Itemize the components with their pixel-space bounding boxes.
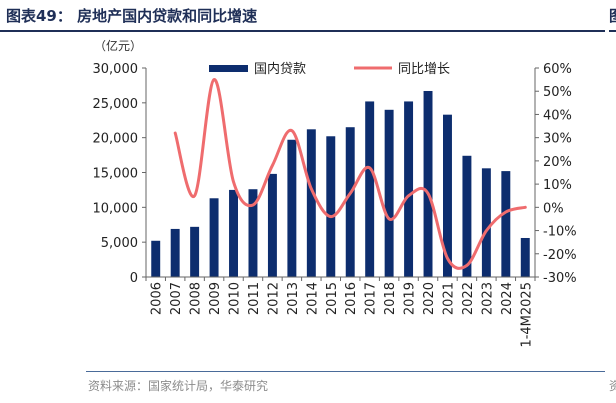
x-axis-tick-label: 2024 [500, 282, 515, 315]
right-axis-tick-label: 50% [543, 85, 572, 100]
bar [482, 168, 491, 277]
x-axis-tick-label: 2007 [169, 282, 184, 315]
right-axis-tick-label: 40% [543, 108, 572, 123]
x-axis-tick-label: 2010 [228, 282, 243, 315]
right-axis-tick-label: 0% [543, 201, 564, 216]
legend: 国内贷款 同比增长 [209, 61, 450, 77]
bar [462, 156, 471, 277]
x-axis-tick-label: 2022 [461, 282, 476, 315]
bar [326, 136, 335, 277]
bar [287, 140, 296, 277]
x-axis-tick-label: 2018 [383, 282, 398, 315]
x-axis-tick-label: 2014 [305, 282, 320, 315]
x-axis-tick-label: 2011 [247, 282, 262, 315]
left-axis-unit-label: （亿元） [94, 38, 142, 53]
x-axis-tick-label: 2020 [422, 282, 437, 315]
bar [424, 91, 433, 277]
bar [521, 238, 530, 277]
right-axis-tick-label: 20% [543, 155, 572, 170]
right-axis: -30% -20% -10% 0% 10% 20% 30% 40% 50% 60% [535, 62, 577, 286]
right-axis-tick-label: -30% [543, 271, 577, 286]
source-note: 资料来源：国家统计局，华泰研究 [88, 377, 268, 394]
bar [268, 174, 277, 277]
left-axis-tick-label: 5,000 [101, 236, 138, 251]
x-axis-tick-label: 2021 [441, 282, 456, 315]
right-axis-tick-label: 60% [543, 62, 572, 77]
bar [229, 190, 238, 277]
left-axis-tick-label: 25,000 [93, 97, 139, 112]
x-axis: 2006 2007 2008 2009 2010 2011 2012 2013 2014 2015… [146, 277, 535, 348]
left-axis-tick-label: 15,000 [93, 167, 139, 182]
bar [171, 229, 180, 277]
left-axis-tick-label: 20,000 [93, 132, 139, 147]
x-axis-tick-label: 2013 [286, 282, 301, 315]
x-axis-tick-label: 2017 [364, 282, 379, 315]
bar-series [151, 91, 529, 277]
x-axis-tick-label: 2012 [266, 282, 281, 315]
x-axis-tick-label: 2019 [403, 282, 418, 315]
bar [385, 110, 394, 277]
x-axis-tick-label: 1-4M2025 [519, 282, 534, 348]
bar [365, 101, 374, 277]
bar [307, 129, 316, 277]
bar [210, 198, 219, 277]
x-axis-tick-label: 2015 [325, 282, 340, 315]
bar [346, 127, 355, 277]
left-axis: 0 5,000 10,000 15,000 20,000 25,000 30,000 [93, 62, 147, 286]
footer-divider [86, 371, 605, 372]
bar [151, 241, 160, 277]
x-axis-tick-label: 2023 [480, 282, 495, 315]
neighbor-source-fragment: 资 [609, 377, 616, 393]
right-axis-tick-label: 30% [543, 132, 572, 147]
right-axis-tick-label: -20% [543, 248, 577, 263]
bar [501, 171, 510, 277]
right-axis-tick-label: -10% [543, 225, 577, 240]
left-axis-tick-label: 0 [130, 271, 138, 286]
left-axis-tick-label: 10,000 [93, 201, 139, 216]
x-axis-tick-label: 2016 [344, 282, 359, 315]
right-axis-tick-label: 10% [543, 178, 572, 193]
left-axis-tick-label: 30,000 [93, 62, 139, 77]
bar [404, 101, 413, 277]
legend-bar-swatch [209, 65, 248, 72]
bar [190, 227, 199, 277]
legend-line-label: 同比增长 [398, 62, 450, 77]
x-axis-tick-label: 2006 [150, 282, 165, 315]
x-axis-tick-label: 2009 [208, 282, 223, 315]
legend-bar-label: 国内贷款 [254, 61, 306, 77]
x-axis-tick-label: 2008 [189, 282, 204, 315]
